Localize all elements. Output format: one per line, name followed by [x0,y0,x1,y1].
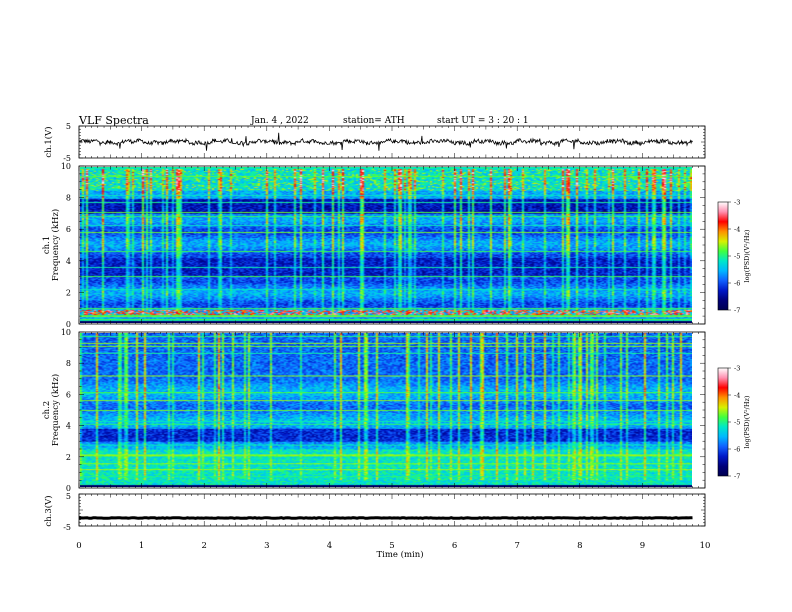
colorbar-tick-label: -7 [734,473,740,481]
time-tick-label: 1 [139,541,144,551]
ch3-waveform-ticks [78,493,706,527]
colorbar-tick-label: -5 [734,419,740,427]
colorbar-tick-label: -5 [734,253,740,261]
ch1-waveform-ticks [78,125,706,159]
frequency-tick-label: 6 [66,225,71,234]
ch1-colorbar-label: log(PSD)(V²/Hz) [743,229,751,282]
frequency-tick-label: 4 [66,257,71,266]
ch3-ylabel: ch.3(V) [43,495,54,526]
time-tick-label: 6 [452,541,457,551]
frequency-tick-label: 6 [66,390,71,399]
ch2-colorbar-label: log(PSD)(V²/Hz) [743,395,751,448]
time-tick-label: 9 [640,541,645,551]
ch1-waveform-line [78,132,693,151]
ch1-colorbar-ticks: -3 -4 -5 -6 -7 [728,199,740,315]
ch2-channel-label: ch.2 [42,401,52,419]
date-label: Jan. 4 , 2022 [250,116,309,126]
ch1-colorbar [717,201,729,311]
time-tick-label: 10 [700,541,711,551]
time-tick-label: 0 [76,541,81,551]
ch3-ytick-top: 5 [66,492,71,501]
time-tick-label: 5 [389,541,394,551]
ch2-spectrogram-ticks [78,331,706,489]
frequency-tick-label: 2 [66,453,71,462]
ch3-waveform-panel: 5 -5 ch.3(V) [43,492,706,532]
ch3-waveform-frame [78,493,706,527]
ch2-freq-label: Frequency (kHz) [50,374,61,446]
ch1-waveform-panel: 5 -5 ch.1(V) [43,122,706,163]
colorbar-tick-label: -3 [734,365,740,373]
ch1-spectrogram-ticks [78,165,706,325]
ch2-colorbar-ticks: -3 -4 -5 -6 -7 [728,365,740,481]
time-tick-label: 2 [201,541,206,551]
colorbar-tick-label: -6 [734,446,740,454]
ch3-ytick-bottom: -5 [63,523,71,532]
ch1-channel-label: ch.1 [42,236,52,254]
ch1-freq-tick-labels: 0 2 4 6 8 10 [61,162,71,329]
ch2-freq-tick-labels: 0 2 4 6 8 10 [61,328,71,493]
colorbar-tick-label: -4 [734,392,740,400]
time-tick-label: 4 [327,541,332,551]
ch1-spectrogram-image [80,167,692,323]
ch2-spectrogram-image [80,333,692,487]
frequency-tick-label: 0 [66,484,71,493]
ch1-ytick-bottom: -5 [63,154,71,163]
ch1-ylabel: ch.1(V) [43,126,54,157]
colorbar-tick-label: -7 [734,307,740,315]
frequency-tick-label: 10 [61,162,71,171]
time-tick-label: 8 [577,541,582,551]
start-ut-label: start UT = 3 : 20 : 1 [437,116,529,126]
frequency-tick-label: 0 [66,320,71,329]
time-axis-label: Time (min) [376,549,423,560]
colorbar-tick-label: -4 [734,226,740,234]
station-label: station= ATH [343,116,405,126]
frequency-tick-label: 10 [61,328,71,337]
ch3-waveform-line [78,516,693,520]
colorbar-tick-label: -3 [734,199,740,207]
frequency-tick-label: 4 [66,422,71,431]
time-tick-label: 3 [264,541,269,551]
ch1-ytick-top: 5 [66,122,71,131]
frequency-tick-label: 8 [66,194,71,203]
ch1-freq-label: Frequency (kHz) [50,209,61,281]
colorbar-tick-label: -6 [734,280,740,288]
time-axis-tick-labels: 0 1 2 3 4 5 6 7 8 9 10 [76,541,710,551]
figure-title: VLF Spectra [78,114,149,127]
time-tick-label: 7 [514,541,519,551]
ch2-colorbar [717,367,729,477]
frequency-tick-label: 2 [66,288,71,297]
frequency-tick-label: 8 [66,359,71,368]
